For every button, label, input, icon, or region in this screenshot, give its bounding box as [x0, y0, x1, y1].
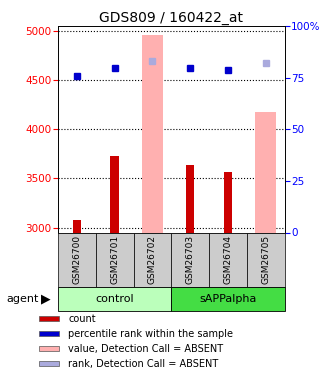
- Bar: [247, 232, 285, 287]
- Title: GDS809 / 160422_at: GDS809 / 160422_at: [99, 11, 243, 25]
- Bar: [73, 220, 81, 232]
- Bar: [111, 156, 119, 232]
- Text: agent: agent: [7, 294, 39, 304]
- Text: GSM26700: GSM26700: [72, 235, 81, 284]
- Text: control: control: [95, 294, 134, 304]
- Text: GSM26704: GSM26704: [223, 235, 232, 284]
- Bar: [39, 331, 59, 336]
- Text: rank, Detection Call = ABSENT: rank, Detection Call = ABSENT: [68, 358, 218, 369]
- Text: GSM26705: GSM26705: [261, 235, 270, 284]
- Bar: [171, 232, 209, 287]
- Bar: [186, 165, 194, 232]
- Bar: [39, 316, 59, 321]
- Bar: [256, 112, 276, 232]
- Bar: [209, 232, 247, 287]
- Bar: [96, 232, 133, 287]
- Bar: [142, 35, 163, 232]
- Text: value, Detection Call = ABSENT: value, Detection Call = ABSENT: [68, 344, 223, 354]
- Text: GSM26702: GSM26702: [148, 235, 157, 284]
- Text: sAPPalpha: sAPPalpha: [199, 294, 257, 304]
- Bar: [58, 232, 96, 287]
- Bar: [58, 287, 171, 311]
- Bar: [224, 172, 232, 232]
- Bar: [39, 346, 59, 351]
- Text: GSM26703: GSM26703: [186, 235, 195, 284]
- Text: GSM26701: GSM26701: [110, 235, 119, 284]
- Bar: [39, 361, 59, 366]
- Text: count: count: [68, 314, 96, 324]
- Bar: [171, 287, 285, 311]
- Text: ▶: ▶: [41, 292, 51, 305]
- Bar: [133, 232, 171, 287]
- Text: percentile rank within the sample: percentile rank within the sample: [68, 329, 233, 339]
